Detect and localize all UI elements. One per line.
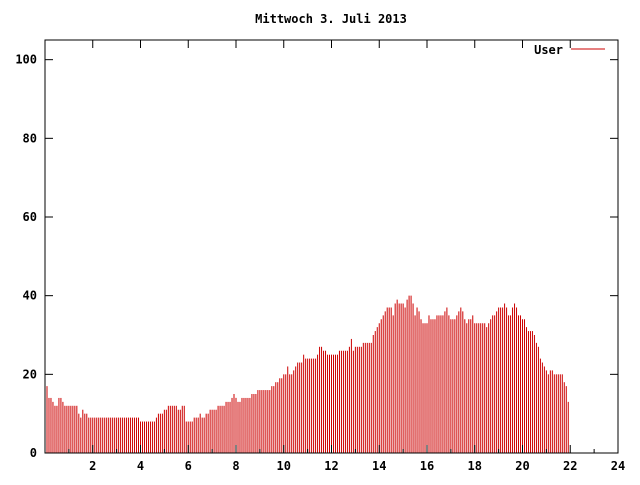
x-tick-label: 20 bbox=[515, 459, 529, 473]
y-tick-label: 0 bbox=[30, 446, 37, 460]
x-tick-label: 16 bbox=[420, 459, 434, 473]
chart-title: Mittwoch 3. Juli 2013 bbox=[255, 12, 407, 26]
y-tick-label: 40 bbox=[23, 289, 37, 303]
x-tick-label: 4 bbox=[137, 459, 144, 473]
x-tick-label: 24 bbox=[611, 459, 625, 473]
x-tick-label: 14 bbox=[372, 459, 386, 473]
x-tick-label: 18 bbox=[468, 459, 482, 473]
y-tick-label: 20 bbox=[23, 367, 37, 381]
x-tick-label: 8 bbox=[232, 459, 239, 473]
x-tick-label: 2 bbox=[89, 459, 96, 473]
y-tick-label: 80 bbox=[23, 131, 37, 145]
bar-series bbox=[44, 295, 569, 453]
legend-label: User bbox=[534, 43, 563, 57]
x-tick-label: 10 bbox=[277, 459, 291, 473]
x-tick-label: 22 bbox=[563, 459, 577, 473]
legend: User bbox=[534, 43, 605, 57]
x-tick-label: 6 bbox=[185, 459, 192, 473]
y-tick-label: 100 bbox=[15, 53, 37, 67]
x-tick-label: 12 bbox=[324, 459, 338, 473]
y-tick-label: 60 bbox=[23, 210, 37, 224]
